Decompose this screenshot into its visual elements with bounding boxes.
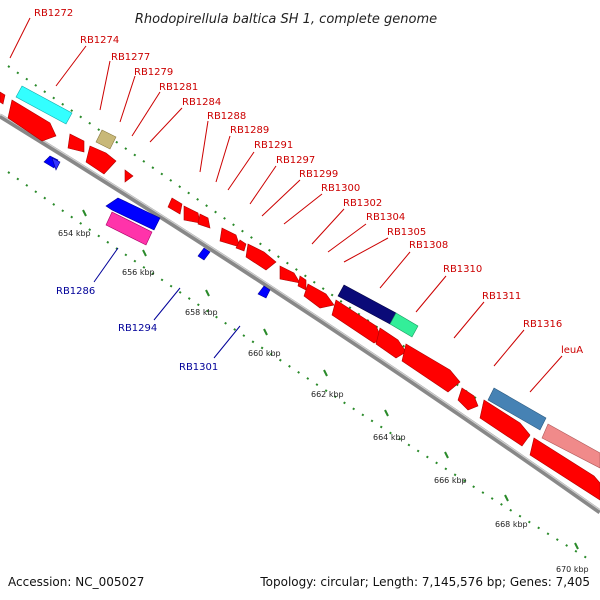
- gene-label[interactable]: RB1310: [443, 264, 482, 275]
- gene-label[interactable]: RB1305: [387, 227, 426, 238]
- gene-label[interactable]: RB1286: [56, 286, 95, 297]
- gene-feature-pink[interactable]: [541, 423, 600, 469]
- gene-feature[interactable]: [7, 99, 57, 142]
- colored-features: [15, 85, 600, 469]
- gene-feature[interactable]: [529, 437, 600, 501]
- gene-feature-blue[interactable]: [197, 247, 211, 261]
- gene-feature[interactable]: [303, 283, 335, 309]
- ruler-label: 658 kbp: [185, 308, 218, 317]
- ruler-label: 664 kbp: [373, 433, 406, 442]
- ruler-label: 668 kbp: [495, 520, 528, 529]
- gene-feature[interactable]: [457, 387, 479, 411]
- gene-feature[interactable]: [297, 275, 307, 291]
- gene-feature-mint[interactable]: [389, 312, 419, 338]
- gene-label[interactable]: RB1274: [80, 35, 119, 46]
- gene-label[interactable]: RB1299: [299, 169, 338, 180]
- ruler-label: 660 kbp: [248, 349, 281, 358]
- gene-label[interactable]: RB1291: [254, 140, 293, 151]
- gene-label[interactable]: RB1297: [276, 155, 315, 166]
- reverse-genes: [43, 155, 271, 299]
- gene-feature-blue[interactable]: [105, 197, 161, 231]
- gene-label[interactable]: RB1288: [207, 111, 246, 122]
- gene-feature[interactable]: [245, 243, 277, 271]
- forward-labels: RB1272 RB1274 RB1277 RB1279 RB1281 RB128…: [34, 8, 583, 356]
- gene-feature[interactable]: [479, 399, 531, 447]
- gene-feature-magenta[interactable]: [105, 211, 153, 246]
- gene-label[interactable]: RB1279: [134, 67, 173, 78]
- gene-label[interactable]: RB1304: [366, 212, 405, 223]
- gene-feature[interactable]: [183, 205, 201, 224]
- gene-label[interactable]: RB1272: [34, 8, 73, 19]
- gene-feature[interactable]: [235, 239, 247, 252]
- gene-feature-cyan[interactable]: [15, 85, 73, 125]
- gene-label[interactable]: RB1289: [230, 125, 269, 136]
- gene-label[interactable]: RB1311: [482, 291, 521, 302]
- gene-label[interactable]: RB1300: [321, 183, 360, 194]
- gene-label[interactable]: RB1294: [118, 323, 157, 334]
- ruler-label: 656 kbp: [122, 268, 155, 277]
- gene-label[interactable]: RB1302: [343, 198, 382, 209]
- ruler-label: 662 kbp: [311, 390, 344, 399]
- gene-label[interactable]: RB1316: [523, 319, 562, 330]
- ruler-label: 670 kbp: [556, 565, 589, 574]
- forward-genes: [0, 91, 600, 501]
- kbp-ruler: 654 kbp 656 kbp 658 kbp 660 kbp 662 kbp …: [7, 171, 591, 574]
- gene-feature[interactable]: [85, 145, 117, 175]
- gene-feature[interactable]: [167, 197, 183, 215]
- gene-feature[interactable]: [401, 343, 461, 393]
- gene-feature-blue[interactable]: [51, 157, 61, 171]
- gene-feature[interactable]: [67, 133, 85, 153]
- gene-feature-blue[interactable]: [257, 285, 271, 299]
- reverse-labels: RB1286 RB1294 RB1301: [56, 286, 218, 373]
- reverse-label-leaders: [93, 247, 241, 359]
- ruler-label: 654 kbp: [58, 229, 91, 238]
- gene-label[interactable]: RB1308: [409, 240, 448, 251]
- gene-feature[interactable]: [219, 227, 241, 248]
- gene-label[interactable]: leuA: [561, 345, 583, 356]
- gene-feature[interactable]: [279, 265, 301, 284]
- gene-label[interactable]: RB1281: [159, 82, 198, 93]
- gene-feature[interactable]: [124, 169, 134, 183]
- gene-label[interactable]: RB1284: [182, 97, 221, 108]
- gene-feature-steelblue[interactable]: [487, 387, 547, 431]
- gene-feature[interactable]: [197, 213, 211, 229]
- accession-text: Accession: NC_005027: [8, 575, 144, 589]
- gene-feature[interactable]: [375, 327, 407, 359]
- gene-feature[interactable]: [0, 91, 6, 105]
- gene-label[interactable]: RB1301: [179, 362, 218, 373]
- genome-summary-text: Topology: circular; Length: 7,145,576 bp…: [259, 575, 590, 589]
- genome-backbone: [0, 113, 600, 515]
- gene-label[interactable]: RB1277: [111, 52, 150, 63]
- map-title: Rhodopirellula baltica SH 1, complete ge…: [135, 12, 437, 27]
- forward-label-leaders: [9, 17, 563, 393]
- backbone-highlight: [0, 113, 600, 511]
- gene-feature-khaki[interactable]: [95, 129, 117, 150]
- ruler-label: 666 kbp: [434, 476, 467, 485]
